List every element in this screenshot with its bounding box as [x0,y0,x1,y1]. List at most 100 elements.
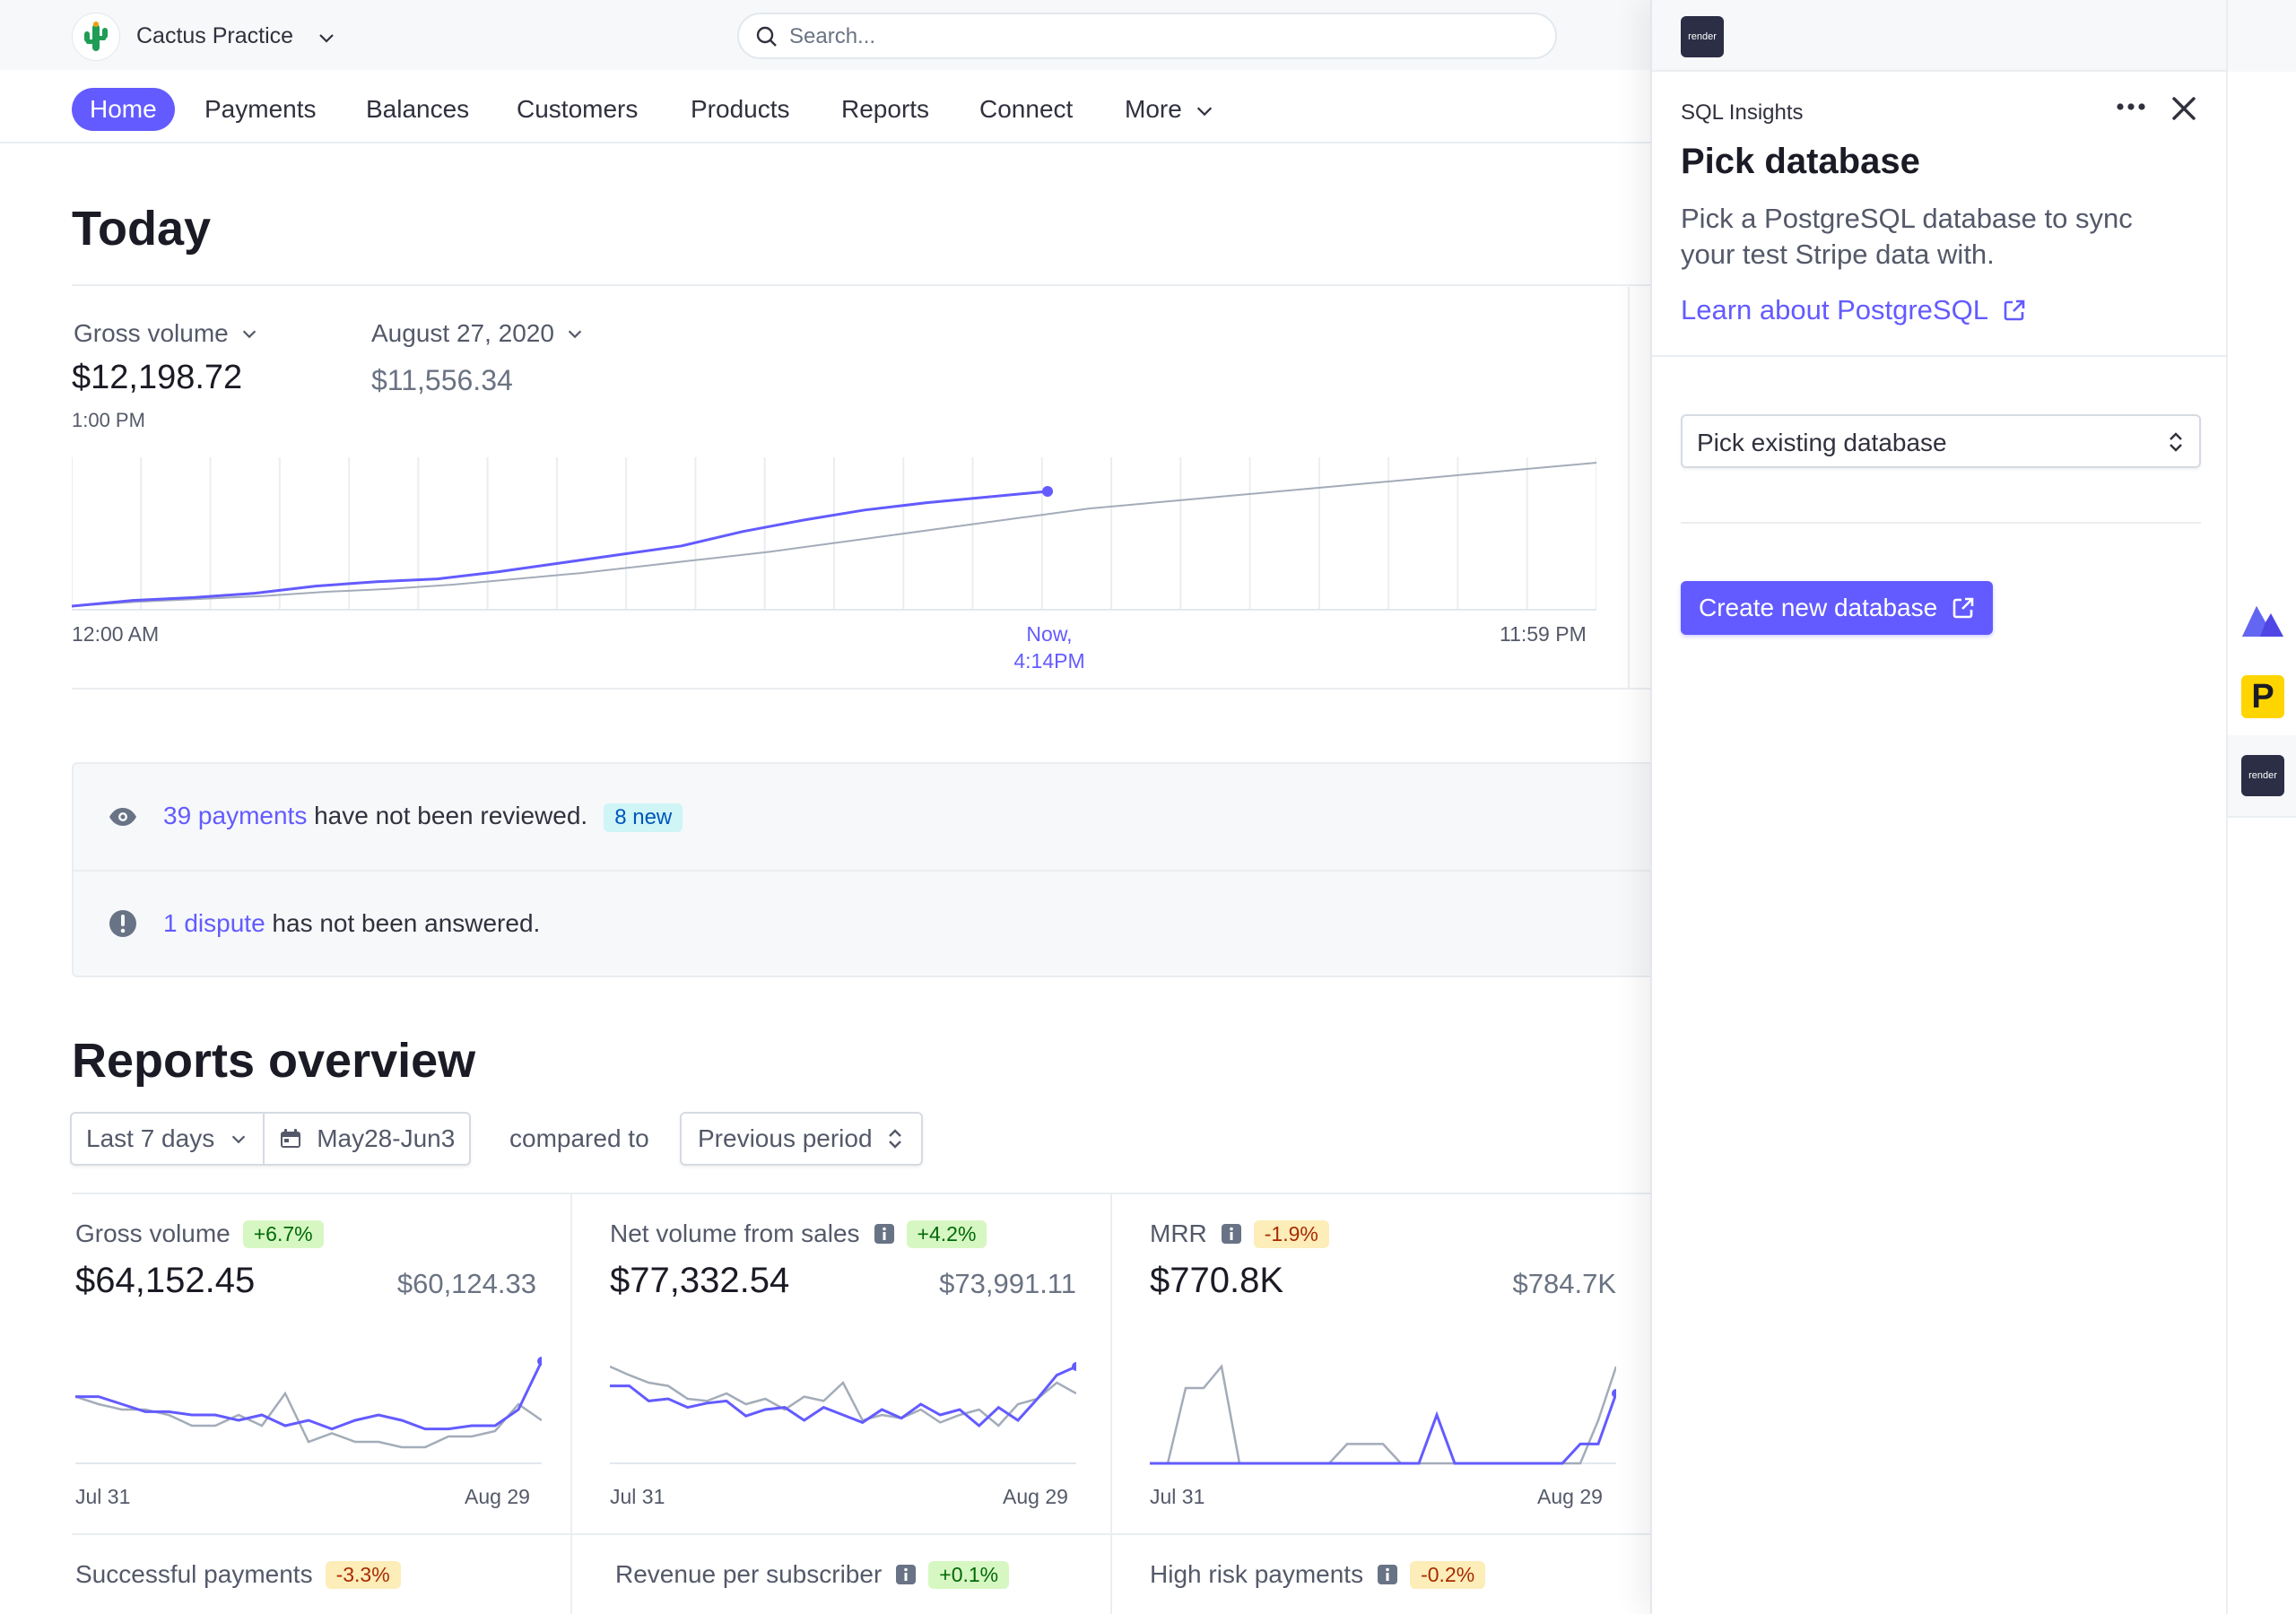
current-series-line [72,490,1048,608]
panel-description: Pick a PostgreSQL database to sync your … [1681,203,2133,270]
range-label: Last 7 days [86,1124,215,1152]
current-point [1042,486,1053,497]
current-series-line [1150,1393,1616,1465]
eye-icon [109,808,136,826]
divider [72,688,1650,690]
apps-rail: P render [2226,0,2296,1614]
search-bar[interactable] [737,13,1557,59]
divider [1652,355,2226,357]
nav-home[interactable]: Home [72,88,175,131]
report-card-successful-payments[interactable]: Successful payments -3.3% [72,1535,570,1614]
nav-reports[interactable]: Reports [841,95,930,123]
alert-text: 39 payments have not been reviewed. 8 new [163,802,683,832]
date-range-picker[interactable]: May28-Jun3 [263,1114,469,1164]
nav-balances[interactable]: Balances [366,95,470,123]
close-icon[interactable] [2169,93,2199,124]
alert-text: 1 dispute has not been answered. [163,909,540,938]
report-card-net-volume[interactable]: Net volume from sales +4.2% $77,332.54 $… [570,1194,1110,1535]
gross-volume-sparkline [75,1357,542,1464]
more-options-icon[interactable] [2113,93,2149,120]
alert-row: 39 payments have not been reviewed. 8 new [74,764,1650,870]
nav-connect[interactable]: Connect [979,95,1074,123]
card-title: Net volume from sales +4.2% [610,1219,987,1248]
alert-circle-icon [109,910,136,937]
payments-review-link[interactable]: 39 payments [163,802,308,830]
calendar-icon [281,1129,301,1148]
search-input[interactable] [789,22,1525,52]
chevron-down-icon [232,1135,246,1144]
report-card-mrr[interactable]: MRR -1.9% $770.8K $784.7K Jul 31 Aug 29 [1110,1194,1650,1535]
compare-series-line [72,462,1596,607]
chevron-down-icon[interactable] [316,27,337,48]
current-series-line [610,1365,1076,1428]
rail-app-mountain[interactable] [2228,578,2296,659]
card-title: Gross volume +6.7% [75,1219,324,1248]
card-end-date: Aug 29 [1537,1485,1603,1508]
main-nav: Home Payments Balances Customers Product… [0,70,1650,143]
report-card-revenue-per-subscriber[interactable]: Revenue per subscriber +0.1% [570,1535,1110,1614]
cactus-logo-icon[interactable] [72,13,120,61]
panel-title: Pick database [1681,142,1920,181]
axis-now-label: Now, 4:14PM [996,620,1103,674]
compare-date-selector[interactable]: August 27, 2020 [371,319,585,348]
divider [1681,522,2201,524]
compare-period-label: Previous period [698,1124,873,1152]
alert-message: has not been answered. [265,909,541,937]
dispute-link[interactable]: 1 dispute [163,909,265,937]
chevron-up-down-icon [888,1129,901,1149]
nav-payments[interactable]: Payments [204,95,317,123]
learn-postgresql-link[interactable]: Learn about PostgreSQL [1681,294,2026,326]
report-card-high-risk-payments[interactable]: High risk payments -0.2% [1110,1535,1650,1614]
current-series-line [75,1360,542,1431]
info-icon[interactable] [1378,1565,1398,1584]
card-title-label: Gross volume [75,1219,230,1247]
rail-app-render[interactable]: render [2228,735,2296,816]
render-app-icon: render [2241,755,2284,796]
card-value: $77,332.54 [610,1261,790,1300]
existing-database-select[interactable]: Pick existing database [1681,414,2201,468]
p-app-icon: P [2241,675,2284,718]
card-title: High risk payments -0.2% [1150,1560,1486,1589]
percent-change-badge: +6.7% [242,1219,324,1248]
card-start-date: Jul 31 [610,1485,665,1508]
divider [1628,287,1630,688]
compared-to-label: compared to [509,1124,649,1152]
external-link-icon [1952,597,1974,619]
card-previous-value: $73,991.11 [939,1268,1076,1299]
card-end-date: Aug 29 [465,1485,530,1508]
chevron-up-down-icon [2170,432,2182,452]
gross-volume-selector[interactable]: Gross volume [74,319,259,348]
info-icon[interactable] [1221,1224,1241,1244]
range-selector[interactable]: Last 7 days [72,1114,263,1164]
panel-app-name: SQL Insights [1681,100,1804,125]
render-logo: render [1681,16,1724,57]
net-volume-sparkline [610,1362,1076,1464]
rail-app-p[interactable]: P [2228,656,2296,737]
account-name[interactable]: Cactus Practice [136,23,294,48]
alert-message: have not been reviewed. [307,802,588,830]
nav-products[interactable]: Products [691,95,790,123]
learn-link-label: Learn about PostgreSQL [1681,294,1988,325]
card-title-label: High risk payments [1150,1560,1364,1588]
compare-period-selector[interactable]: Previous period [680,1112,923,1166]
card-value: $64,152.45 [75,1261,256,1300]
select-value: Pick existing database [1697,429,1947,456]
external-link-icon [2004,299,2025,321]
create-database-button[interactable]: Create new database [1681,581,1994,635]
card-title-label: Successful payments [75,1560,313,1588]
rail-header [2228,0,2296,72]
create-button-label: Create new database [1699,594,1938,621]
info-icon[interactable] [874,1224,894,1244]
panel-header: render [1652,0,2226,72]
compare-gross-volume: $11,556.34 [371,364,513,396]
compare-date-label: August 27, 2020 [371,319,554,347]
mountain-app-icon [2242,606,2283,637]
info-icon[interactable] [896,1565,917,1584]
nav-more[interactable]: More [1107,88,1232,131]
report-card-gross-volume[interactable]: Gross volume +6.7% $64,152.45 $60,124.33… [72,1194,570,1535]
percent-change-badge: -3.3% [325,1560,401,1589]
divider [72,1193,1650,1194]
nav-customers[interactable]: Customers [517,95,639,123]
nav-more-label: More [1125,95,1182,123]
alert-row: 1 dispute has not been answered. [74,870,1650,976]
